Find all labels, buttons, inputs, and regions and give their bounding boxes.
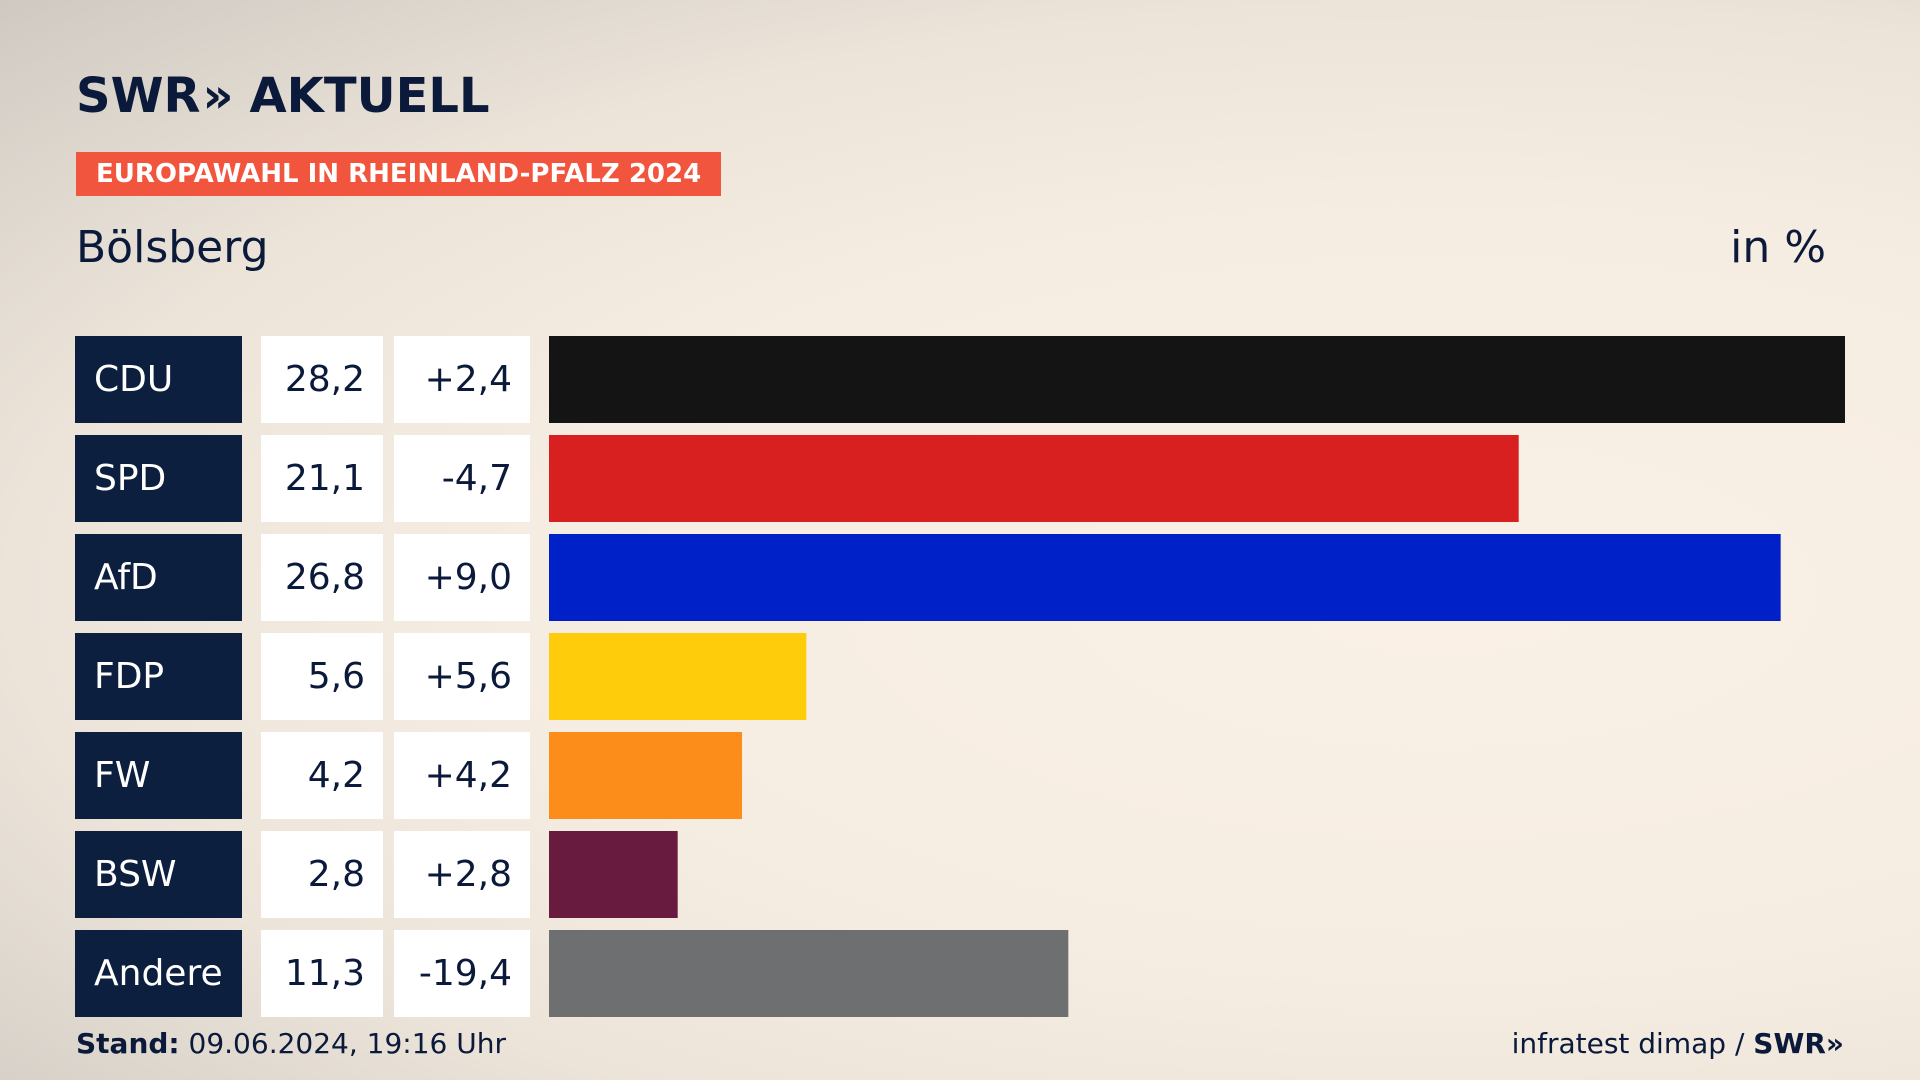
source-credit: infratest dimap / SWR» [1512,1027,1844,1060]
change-box-cdu [394,336,530,423]
change-label-bsw: +2,8 [425,854,512,895]
value-label-fdp: 5,6 [308,656,365,697]
value-box-fdp [261,633,383,720]
stand-label: Stand: [76,1027,180,1060]
bar-fdp [549,633,807,720]
change-label-spd: -4,7 [442,458,512,499]
value-label-andere: 11,3 [285,953,365,994]
value-box-afd [261,534,383,621]
party-label-cdu: CDU [94,359,173,400]
party-label-andere: Andere [94,953,223,994]
change-box-fdp [394,633,530,720]
change-label-andere: -19,4 [419,953,512,994]
change-box-spd [394,435,530,522]
change-label-afd: +9,0 [425,557,512,598]
election-badge: EUROPAWAHL IN RHEINLAND-PFALZ 2024 [76,152,722,196]
place-title: Bölsberg [76,222,269,273]
change-box-andere [394,930,530,1017]
party-label-spd: SPD [94,458,166,499]
bar-cdu [549,336,1845,423]
bar-afd [549,534,1781,621]
party-label-box-fw [75,732,242,819]
party-label-box-fdp [75,633,242,720]
logo-aktuell: AKTUELL [249,68,490,124]
stand-value: 09.06.2024, 19:16 Uhr [188,1027,506,1060]
timestamp: Stand: 09.06.2024, 19:16 Uhr [76,1027,506,1060]
value-box-cdu [261,336,383,423]
party-label-fdp: FDP [94,656,164,697]
swr-aktuell-logo: SWR» AKTUELL [76,68,490,124]
value-label-bsw: 2,8 [308,854,365,895]
unit-label: in % [1730,222,1826,273]
party-label-box-afd [75,534,242,621]
value-box-andere [261,930,383,1017]
logo-chevrons-icon: » [202,68,234,124]
bar-bsw [549,831,678,918]
party-label-box-cdu [75,336,242,423]
change-box-bsw [394,831,530,918]
source-text: infratest dimap / [1511,1027,1745,1060]
bar-andere [549,930,1069,1017]
party-label-bsw: BSW [94,854,177,895]
value-label-spd: 21,1 [285,458,365,499]
value-label-afd: 26,8 [285,557,365,598]
value-box-fw [261,732,383,819]
party-label-box-andere [75,930,242,1017]
change-label-fw: +4,2 [425,755,512,796]
party-label-afd: AfD [94,557,158,598]
bar-fw [549,732,743,819]
party-label-box-bsw [75,831,242,918]
party-label-fw: FW [94,755,150,796]
party-label-box-spd [75,435,242,522]
value-box-spd [261,435,383,522]
change-box-fw [394,732,530,819]
logo-swr: SWR [76,68,201,124]
value-label-fw: 4,2 [308,755,365,796]
change-label-cdu: +2,4 [425,359,512,400]
value-box-bsw [261,831,383,918]
change-box-afd [394,534,530,621]
swr-small-logo: SWR» [1753,1027,1844,1060]
bar-spd [549,435,1519,522]
value-label-cdu: 28,2 [285,359,365,400]
change-label-fdp: +5,6 [425,656,512,697]
